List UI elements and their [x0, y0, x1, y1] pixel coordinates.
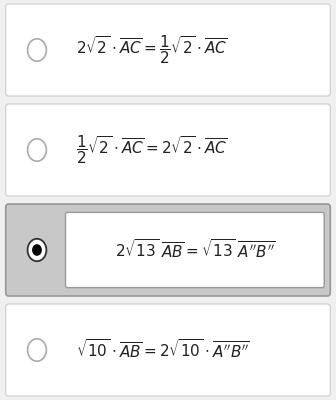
Text: $2\sqrt{2} \cdot \overline{AC} = \dfrac{1}{2}\sqrt{2} \cdot \overline{AC}$: $2\sqrt{2} \cdot \overline{AC} = \dfrac{… — [76, 34, 227, 66]
Circle shape — [32, 244, 42, 256]
Text: $2\sqrt{13}\; \overline{AB} = \sqrt{13}\; \overline{A''B''}$: $2\sqrt{13}\; \overline{AB} = \sqrt{13}\… — [115, 239, 275, 261]
FancyBboxPatch shape — [66, 212, 324, 288]
Circle shape — [28, 139, 46, 161]
FancyBboxPatch shape — [6, 4, 330, 96]
Text: $\sqrt{10} \cdot \overline{AB} = 2\sqrt{10} \cdot \overline{A''B''}$: $\sqrt{10} \cdot \overline{AB} = 2\sqrt{… — [76, 339, 250, 361]
FancyBboxPatch shape — [6, 104, 330, 196]
FancyBboxPatch shape — [6, 204, 330, 296]
Circle shape — [28, 339, 46, 361]
Circle shape — [28, 239, 46, 261]
Text: $\dfrac{1}{2}\sqrt{2} \cdot \overline{AC} = 2\sqrt{2} \cdot \overline{AC}$: $\dfrac{1}{2}\sqrt{2} \cdot \overline{AC… — [76, 134, 227, 166]
FancyBboxPatch shape — [6, 304, 330, 396]
Circle shape — [28, 39, 46, 61]
